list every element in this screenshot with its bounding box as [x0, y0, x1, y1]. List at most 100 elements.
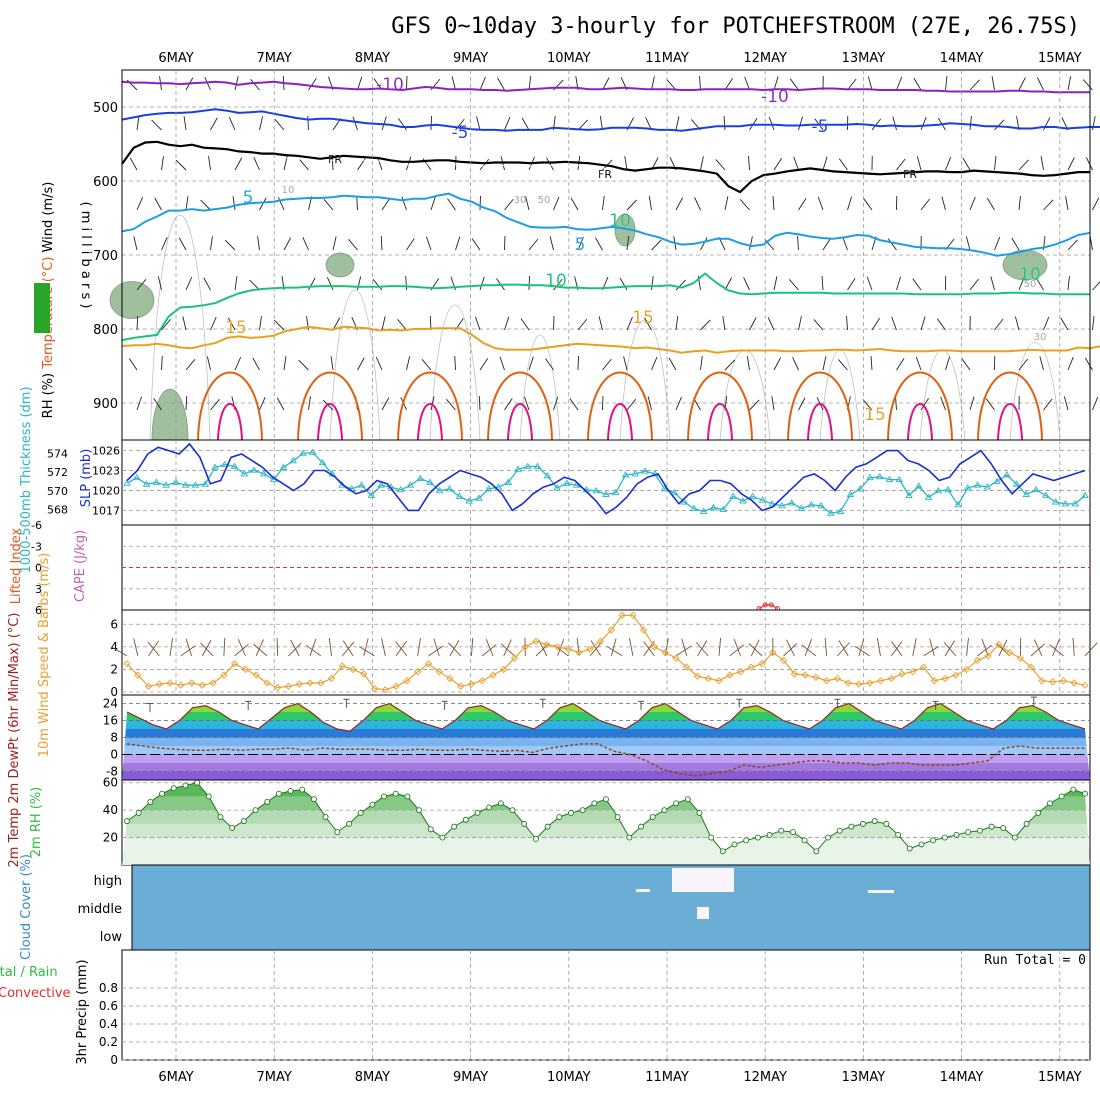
- rh-marker: [649, 814, 656, 820]
- thickness-marker: [211, 463, 219, 470]
- wind-barb: [479, 76, 486, 91]
- thickness-marker: [924, 493, 933, 500]
- wind-barb: [299, 158, 309, 171]
- wind-barb: [259, 116, 264, 131]
- wind-barb-10m: [433, 638, 440, 657]
- wind-speed-marker: [779, 656, 788, 665]
- wind-barb: [913, 77, 922, 91]
- rh-marker: [603, 796, 609, 803]
- rh-marker: [205, 793, 212, 800]
- wind-barb-10m: [1084, 642, 1098, 657]
- wind-barb: [504, 398, 513, 411]
- wind-barb: [302, 237, 309, 251]
- wind-speed-marker: [833, 674, 842, 683]
- thickness-marker: [729, 492, 737, 499]
- wind-barb-10m: [912, 638, 917, 656]
- wind-barb: [1092, 281, 1100, 291]
- precip-ylabel: 3hr Precip (mm): [75, 959, 90, 1064]
- wind-barb: [920, 316, 926, 331]
- wind-barb: [208, 156, 211, 171]
- wind-speed-marker: [231, 660, 239, 668]
- wind-barb: [475, 316, 481, 331]
- wind-barb: [871, 318, 881, 331]
- wind-barb: [986, 197, 995, 211]
- y-tick-label: 2: [110, 662, 118, 676]
- y-tick-label: 0.4: [99, 1017, 118, 1031]
- thickness-marker: [533, 462, 542, 469]
- day-label-bottom: 7MAY: [257, 1070, 292, 1085]
- wind-speed-marker: [672, 654, 680, 662]
- temp-band: [122, 754, 1090, 763]
- wind-barb: [549, 236, 554, 251]
- y-tick-label: 700: [93, 249, 118, 264]
- thickness-marker: [1003, 471, 1011, 478]
- wind-barb-10m: [589, 642, 603, 657]
- wind-barb: [699, 76, 701, 91]
- wind-barb: [602, 358, 612, 371]
- wind-barb: [896, 358, 905, 371]
- wind-barb-10m: [804, 638, 813, 657]
- wind-barb: [1067, 157, 1075, 171]
- wind-barb: [406, 356, 411, 371]
- thickness-marker: [1071, 500, 1080, 507]
- wind-barb-10m: [358, 646, 375, 657]
- wind-speed-marker: [823, 677, 831, 685]
- wind-barb-10m: [428, 645, 444, 657]
- day-label-bottom: 11MAY: [645, 1070, 689, 1085]
- rh-marker: [357, 809, 364, 816]
- wind-barb: [203, 277, 211, 291]
- contour-label: 15: [864, 405, 886, 425]
- thickness-marker: [152, 478, 161, 485]
- wind-barb: [1035, 277, 1044, 291]
- wind-barb-10m: [943, 642, 957, 657]
- wind-barb: [308, 78, 317, 91]
- wind-barb: [891, 316, 897, 331]
- wind-speed-marker: [790, 670, 799, 678]
- thickness-marker: [1051, 498, 1060, 505]
- temperature-contour-20: [487, 371, 553, 441]
- wind-barb: [619, 277, 628, 291]
- wind-barb: [421, 358, 432, 371]
- wind-barb: [863, 198, 873, 211]
- wind-barb: [298, 359, 309, 371]
- wind-barb: [357, 76, 363, 91]
- wind-barb: [136, 315, 139, 331]
- wind-barb: [862, 399, 873, 411]
- wind-barb: [525, 196, 530, 211]
- y-tick-label: 0.8: [99, 981, 118, 995]
- wind-barb: [994, 119, 1005, 131]
- day-label-top: 13MAY: [842, 51, 886, 66]
- contour-label: 15: [225, 318, 247, 338]
- thickness-marker: [1012, 480, 1021, 487]
- wind-speed-marker: [1059, 677, 1068, 685]
- wind-barb: [259, 197, 267, 211]
- wind-barb: [520, 318, 530, 331]
- contour-label: FR: [598, 168, 612, 181]
- wind-barb-10m: [328, 637, 332, 656]
- rh-2m-panel: 20 40 60 2m RH (%): [29, 776, 1091, 866]
- day-label-bottom: 14MAY: [940, 1070, 984, 1085]
- wind-barb: [257, 236, 260, 251]
- thickness-tick-label: 570: [47, 485, 68, 498]
- wind-barb: [1063, 396, 1069, 411]
- thickness-marker: [758, 496, 767, 503]
- thickness-marker: [963, 484, 972, 491]
- wind-barb: [675, 316, 679, 331]
- y-tick-label: 0.2: [99, 1035, 118, 1049]
- wind-barb-10m: [471, 637, 474, 656]
- wind-barb: [623, 356, 628, 371]
- wind-barb-10m: [201, 639, 212, 657]
- wind-barb: [182, 316, 187, 331]
- wind-barb: [847, 78, 857, 91]
- y-tick-label: 0.6: [99, 999, 118, 1013]
- wind-barb: [773, 357, 781, 371]
- wind-barb: [1036, 77, 1044, 91]
- day-label-top: 12MAY: [743, 51, 787, 66]
- wind-barb-10m: [944, 640, 955, 657]
- thickness-marker: [866, 473, 874, 481]
- temperature-contour-20: [297, 371, 363, 441]
- rh-marker: [240, 818, 247, 825]
- thickness-marker: [279, 463, 288, 470]
- wind-speed-marker: [736, 668, 745, 676]
